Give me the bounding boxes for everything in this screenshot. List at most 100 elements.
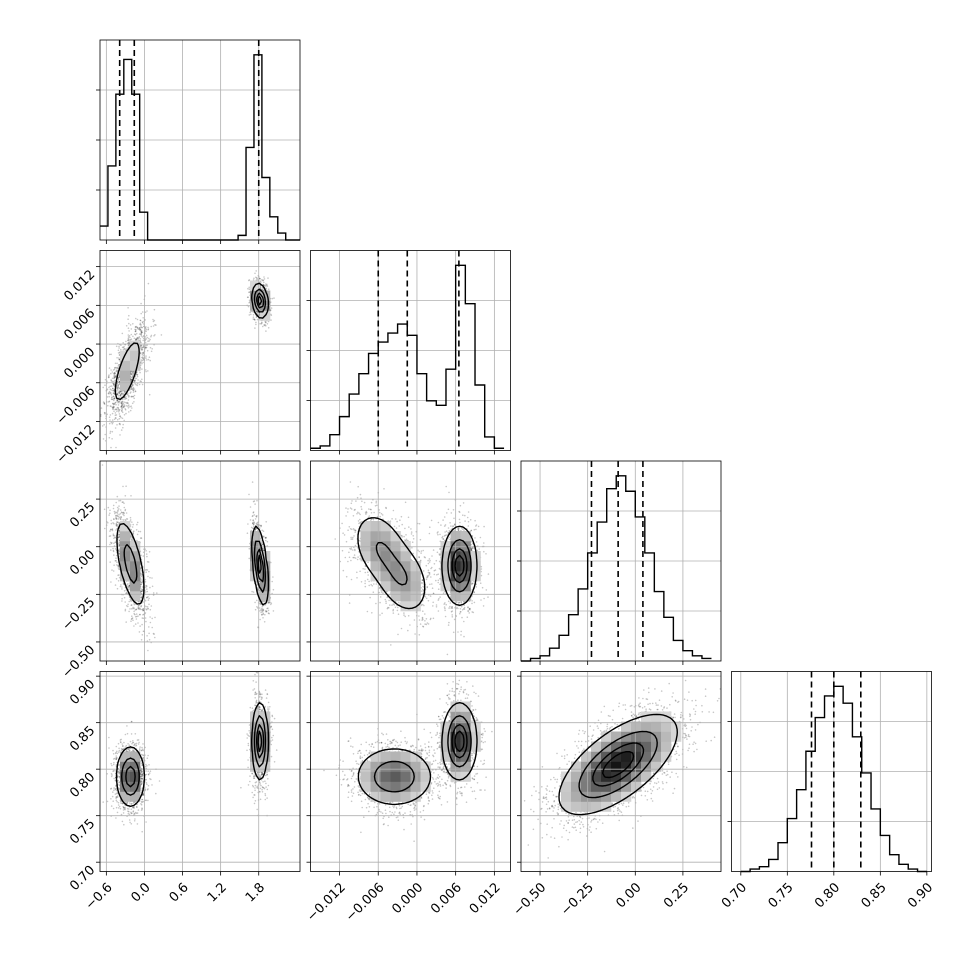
scatter-point	[112, 507, 115, 510]
scatter-point	[136, 373, 139, 376]
scatter-point	[147, 358, 150, 361]
scatter-point	[113, 398, 116, 400]
scatter-point	[125, 325, 128, 327]
scatter-point	[142, 555, 145, 557]
scatter-point	[140, 380, 142, 383]
scatter-point	[127, 337, 130, 340]
scatter-point	[119, 401, 121, 404]
scatter-point	[247, 296, 249, 299]
scatter-point	[150, 325, 152, 328]
scatter-point	[120, 405, 123, 407]
scatter-point	[135, 332, 138, 335]
scatter-point	[141, 349, 143, 351]
scatter-point	[136, 523, 138, 526]
scatter-point	[114, 376, 116, 379]
scatter-point	[147, 370, 149, 372]
scatter-point	[116, 518, 118, 520]
scatter-point	[114, 372, 117, 375]
scatter-point	[144, 591, 147, 593]
scatter-point	[160, 334, 163, 336]
scatter-point	[142, 361, 144, 364]
scatter-point	[128, 335, 131, 337]
scatter-point	[117, 574, 119, 576]
scatter-point	[142, 323, 145, 325]
scatter-point	[150, 350, 153, 353]
scatter-point	[110, 369, 112, 371]
scatter-point	[134, 334, 137, 336]
scatter-point	[112, 549, 115, 552]
scatter-point	[267, 277, 269, 279]
scatter-point	[265, 536, 268, 539]
scatter-point	[123, 590, 126, 592]
scatter-point	[137, 379, 139, 381]
scatter-point	[110, 519, 112, 522]
scatter-point	[138, 333, 141, 335]
scatter-point	[116, 399, 118, 402]
scatter-point	[147, 575, 149, 578]
scatter-point	[134, 380, 136, 382]
scatter-point	[109, 509, 111, 512]
scatter-point	[108, 416, 111, 419]
scatter-point	[128, 587, 130, 589]
scatter-point	[110, 528, 112, 531]
scatter-point	[110, 581, 112, 583]
scatter-point	[125, 401, 127, 404]
scatter-point	[134, 390, 137, 393]
scatter-point	[122, 423, 124, 426]
scatter-point	[252, 316, 255, 319]
scatter-point	[127, 407, 130, 409]
scatter-point	[141, 321, 144, 324]
scatter-point	[261, 541, 263, 544]
scatter-point	[255, 276, 257, 279]
scatter-point	[147, 328, 149, 331]
scatter-point	[117, 509, 119, 512]
scatter-point	[130, 370, 133, 373]
scatter-point	[134, 390, 137, 392]
scatter-point	[130, 338, 133, 341]
scatter-point	[153, 319, 156, 322]
scatter-point	[265, 325, 267, 327]
scatter-point	[121, 403, 124, 406]
scatter-point	[118, 363, 120, 366]
scatter-point	[136, 318, 139, 321]
scatter-point	[116, 393, 119, 396]
scatter-point	[111, 569, 113, 571]
scatter-point	[115, 523, 117, 525]
scatter-point	[249, 519, 252, 521]
scatter-point	[104, 527, 106, 530]
scatter-point	[124, 609, 127, 612]
scatter-point	[357, 511, 359, 514]
scatter-point	[262, 279, 265, 282]
scatter-point	[148, 340, 150, 342]
scatter-point	[140, 323, 142, 326]
scatter-point	[248, 291, 250, 294]
scatter-point	[254, 608, 257, 611]
scatter-point	[124, 397, 127, 400]
scatter-point	[145, 355, 147, 357]
scatter-point	[113, 389, 115, 392]
scatter-point	[114, 427, 117, 429]
scatter-point	[142, 337, 145, 340]
scatter-point	[135, 338, 138, 341]
scatter-point	[109, 388, 112, 391]
scatter-point	[134, 330, 137, 333]
scatter-point	[109, 432, 111, 434]
scatter-point	[113, 380, 115, 383]
scatter-point	[112, 402, 114, 405]
scatter-point	[144, 369, 147, 371]
scatter-point	[107, 506, 110, 509]
scatter-point	[119, 512, 122, 515]
scatter-point	[127, 396, 130, 398]
scatter-point	[251, 590, 253, 593]
scatter-point	[111, 380, 114, 383]
scatter-point	[140, 302, 142, 305]
scatter-point	[109, 414, 112, 416]
scatter-point	[121, 392, 123, 394]
scatter-point	[266, 540, 269, 543]
scatter-point	[368, 508, 370, 510]
scatter-point	[127, 402, 129, 405]
scatter-point	[113, 406, 115, 409]
scatter-point	[133, 397, 135, 400]
scatter-point	[109, 419, 111, 421]
scatter-point	[112, 369, 115, 371]
